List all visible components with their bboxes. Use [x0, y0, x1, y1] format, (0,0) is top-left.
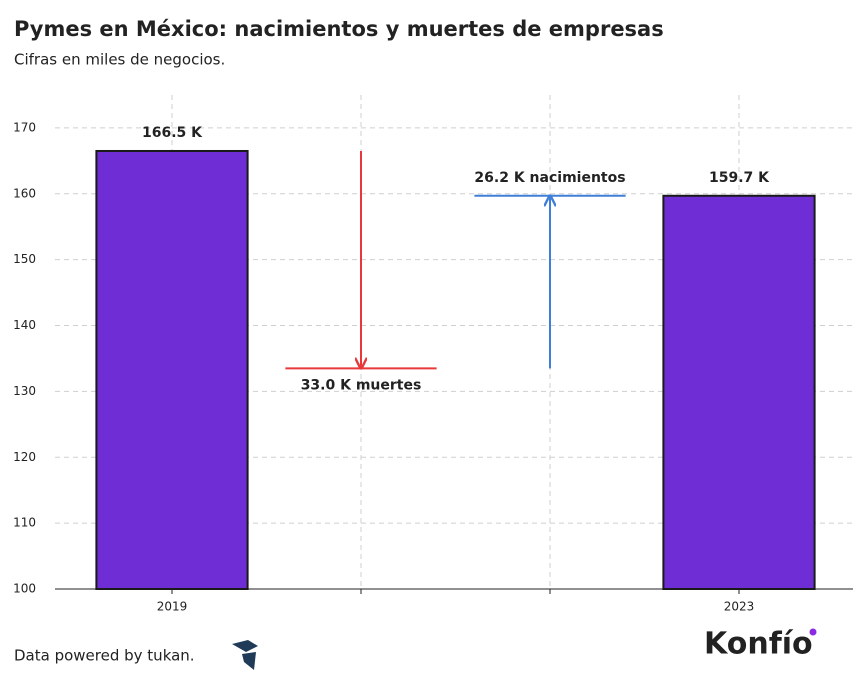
- y-tick-label: 160: [13, 186, 36, 200]
- source-note: Data powered by tukan.: [14, 647, 195, 665]
- y-tick-label: 170: [13, 120, 36, 134]
- tukan-logo: [232, 640, 258, 670]
- y-tick-label: 120: [13, 450, 36, 464]
- brand-logo: Konfío: [704, 627, 813, 662]
- chart-subtitle: Cifras en miles de negocios.: [14, 51, 225, 69]
- y-tick-label: 110: [13, 516, 36, 530]
- bar: [95, 149, 249, 590]
- value-label: 33.0 K muertes: [301, 377, 422, 393]
- brand-dot: [809, 628, 817, 636]
- y-tick-label: 130: [13, 384, 36, 398]
- value-label: 26.2 K nacimientos: [474, 170, 625, 186]
- x-tick-label: 2023: [724, 600, 755, 614]
- bar: [662, 194, 816, 590]
- y-tick-label: 150: [13, 252, 36, 266]
- x-tick-label: 2019: [157, 600, 188, 614]
- y-tick-label: 140: [13, 318, 36, 332]
- chart-title: Pymes en México: nacimientos y muertes d…: [14, 17, 664, 41]
- value-label: 159.7 K: [709, 170, 770, 186]
- y-tick-label: 100: [13, 582, 36, 596]
- value-label: 166.5 K: [142, 125, 203, 141]
